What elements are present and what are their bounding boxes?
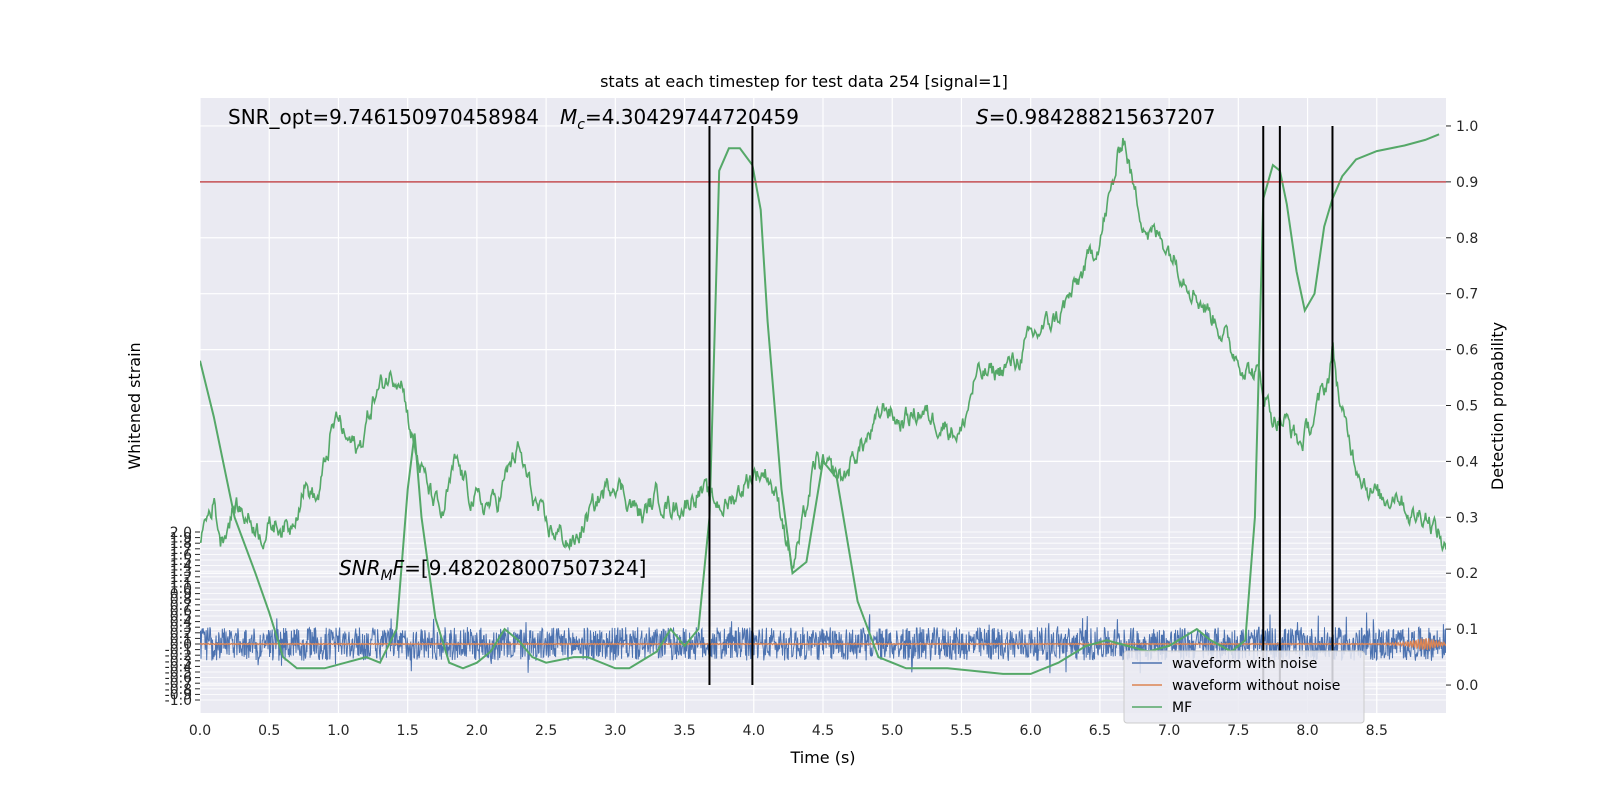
- left-tick-label: -0.2: [165, 648, 192, 664]
- left-tick-label: 0.8: [170, 592, 192, 608]
- left-tick-label: 1.6: [170, 547, 192, 563]
- x-tick-label: 3.5: [673, 723, 695, 739]
- legend-label-mf: MF: [1172, 700, 1192, 716]
- series-mf: [200, 133, 1440, 675]
- right-tick-labels: 0.0 0.1 0.2 0.3 0.4 0.5 0.6 0.7 0.8 0.9 1.0: [1446, 119, 1478, 694]
- left-tick-label: 1.2: [170, 570, 192, 586]
- x-tick-label: 3.0: [604, 723, 626, 739]
- left-tick-label: 0.7: [170, 598, 192, 614]
- snr-opt-annotation: SNR_opt=9.746150970458984: [228, 105, 539, 129]
- x-tick-label: 6.5: [1089, 723, 1111, 739]
- left-tick-label: 1.4: [170, 559, 192, 575]
- left-tick-label: 0.6: [170, 603, 192, 619]
- snr-mf-value: =[9.482028007507324]: [404, 556, 646, 580]
- left-tick-label: 1.3: [170, 564, 192, 580]
- x-tick-label: 1.5: [397, 723, 419, 739]
- x-tick-label: 7.0: [1158, 723, 1180, 739]
- right-tick-label: 0.2: [1456, 566, 1478, 582]
- x-tick-label: 4.5: [812, 723, 834, 739]
- left-tick-label: -0.8: [165, 682, 192, 698]
- x-tick-label: 5.0: [881, 723, 903, 739]
- series-waveform-without-noise: [200, 638, 1446, 651]
- left-tick-label: 2.0: [170, 525, 192, 541]
- right-tick-label: 0.7: [1456, 287, 1478, 303]
- legend: waveform with noise waveform without noi…: [1123, 650, 1365, 724]
- right-tick-label: 1.0: [1456, 119, 1478, 135]
- x-tick-label: 7.5: [1227, 723, 1249, 739]
- left-tick-label: 0.5: [170, 609, 192, 625]
- chart-title: stats at each timestep for test data 254…: [600, 72, 1008, 91]
- x-tick-label: 1.0: [327, 723, 349, 739]
- left-tick-label: -0.1: [165, 643, 192, 659]
- left-tick-label: -0.5: [165, 665, 192, 681]
- mc-annotation: Mc=4.30429744720459: [560, 105, 799, 133]
- left-tick-label: 0.3: [170, 620, 192, 636]
- right-tick-label: 0.0: [1456, 678, 1478, 694]
- left-tick-label: 0.2: [170, 626, 192, 642]
- left-tick-label: 0.1: [170, 631, 192, 647]
- left-tick-labels: -1.0-0.9-0.8-0.7-0.6-0.5-0.4-0.3-0.2-0.1…: [165, 525, 200, 709]
- right-tick-label: 0.3: [1456, 510, 1478, 526]
- x-axis-label: Time (s): [789, 748, 855, 767]
- s-annotation: S=0.984288215637207: [976, 105, 1215, 129]
- left-tick-label: 1.5: [170, 553, 192, 569]
- right-tick-label: 0.6: [1456, 343, 1478, 359]
- right-tick-label: 0.1: [1456, 622, 1478, 638]
- x-tick-label: 0.5: [258, 723, 280, 739]
- x-tick-labels: 0.0 0.5 1.0 1.5 2.0 2.5 3.0 3.5 4.0 4.5 5.0 5.5 6.0 6…: [189, 723, 1388, 739]
- left-tick-label: 0.4: [170, 615, 192, 631]
- x-tick-label: 8.0: [1296, 723, 1318, 739]
- left-tick-label: -0.9: [165, 687, 192, 703]
- left-tick-label: 1.0: [170, 581, 192, 597]
- plot-marks: [200, 125, 1446, 686]
- left-tick-label: -0.3: [165, 654, 192, 670]
- legend-label-clean: waveform without noise: [1172, 678, 1340, 694]
- x-tick-label: 0.0: [189, 723, 211, 739]
- left-tick-label: 1.9: [170, 531, 192, 547]
- left-tick-label: 1.1: [170, 575, 192, 591]
- left-tick-label: 0.9: [170, 587, 192, 603]
- right-tick-label: 0.9: [1456, 175, 1478, 191]
- s-value: =0.984288215637207: [989, 105, 1216, 129]
- right-axis-label: Detection probability: [1488, 322, 1507, 490]
- legend-label-noise: waveform with noise: [1172, 656, 1317, 672]
- left-tick-label: -0.7: [165, 676, 192, 692]
- left-axis-label: Whitened strain: [125, 342, 144, 469]
- right-tick-label: 0.4: [1456, 454, 1478, 470]
- right-tick-label: 0.5: [1456, 399, 1478, 415]
- x-tick-label: 4.0: [743, 723, 765, 739]
- left-tick-label: -0.4: [165, 659, 192, 675]
- x-tick-label: 8.5: [1366, 723, 1388, 739]
- series-detection-probability: [200, 137, 1446, 571]
- left-tick-label: 1.7: [170, 542, 192, 558]
- left-tick-label: 0.0: [170, 637, 192, 653]
- right-tick-label: 0.8: [1456, 231, 1478, 247]
- x-tick-label: 2.5: [535, 723, 557, 739]
- x-tick-label: 6.0: [1020, 723, 1042, 739]
- mc-value: =4.30429744720459: [585, 105, 799, 129]
- left-tick-label: 1.8: [170, 536, 192, 552]
- x-tick-label: 2.0: [466, 723, 488, 739]
- left-tick-label: -1.0: [165, 693, 192, 709]
- snr-mf-annotation: SNRMF=[9.482028007507324]: [339, 556, 647, 584]
- legend-box: [1123, 650, 1365, 724]
- left-tick-label: -0.6: [165, 671, 192, 687]
- x-tick-label: 5.5: [950, 723, 972, 739]
